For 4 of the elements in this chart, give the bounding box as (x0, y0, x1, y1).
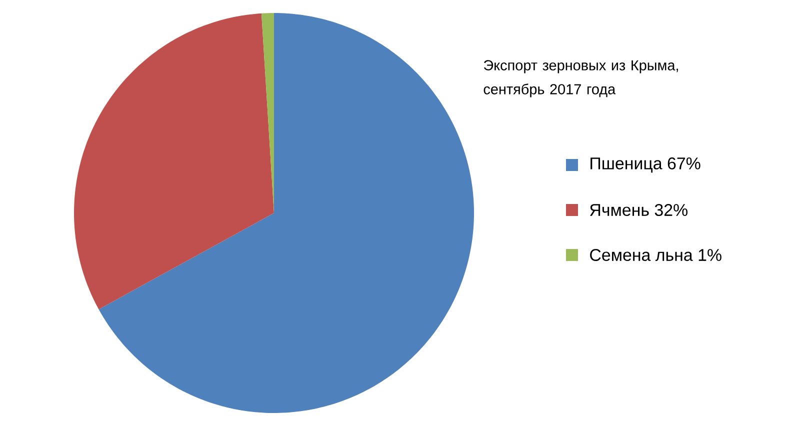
text: Экспорт зерновых из Крыма, сентябрь 2017 года (484, 60, 678, 98)
legend-label: Пшеница 67% (590, 157, 700, 173)
legend-label: Ячмень 32% (590, 204, 688, 216)
legend-label: Семена льна 1% (590, 249, 722, 261)
